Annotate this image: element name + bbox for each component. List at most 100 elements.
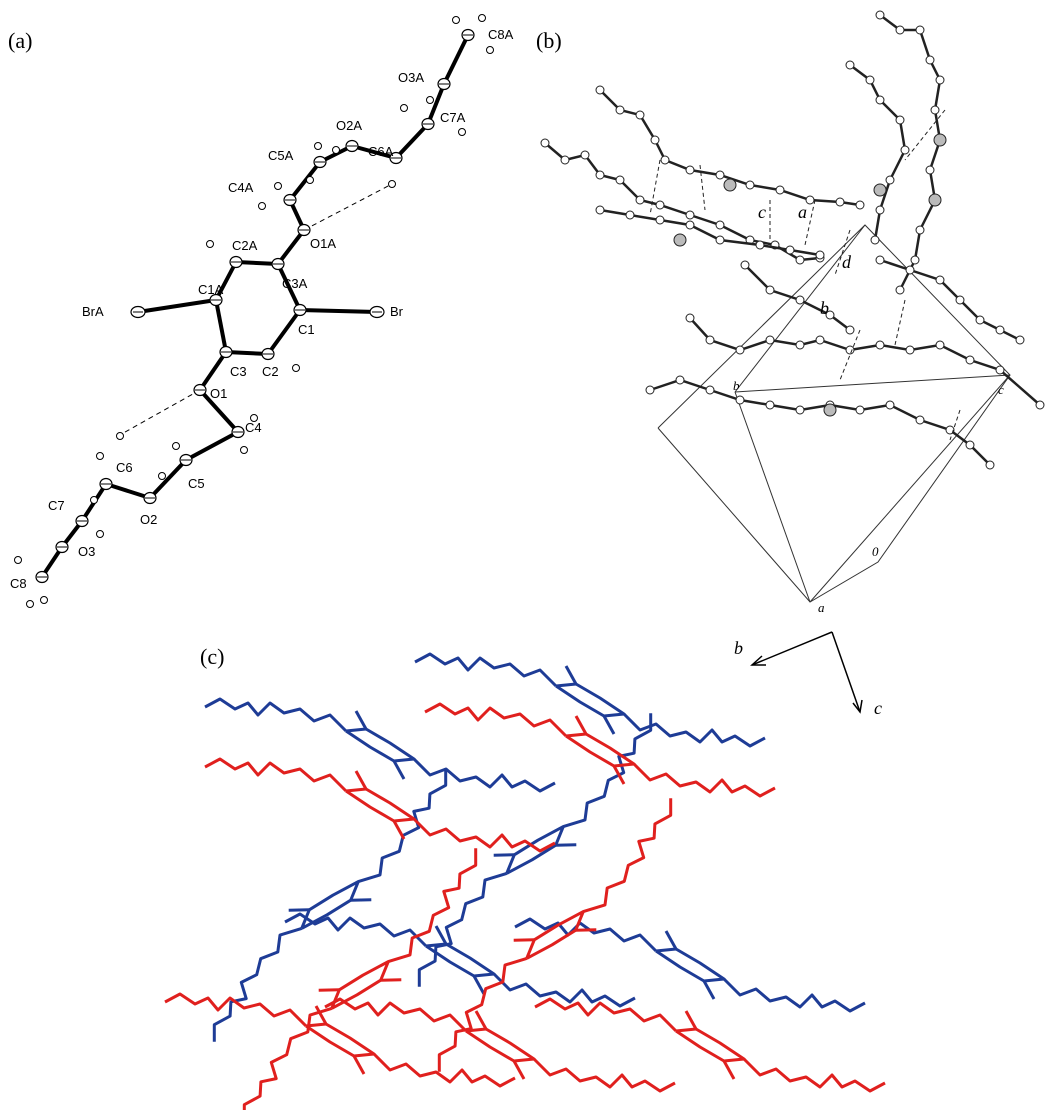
atom bbox=[871, 236, 879, 244]
ring bbox=[656, 949, 724, 981]
atom bbox=[596, 171, 604, 179]
bond bbox=[278, 230, 304, 264]
atom bbox=[836, 198, 844, 206]
chain bbox=[374, 1054, 515, 1086]
ring bbox=[306, 1024, 374, 1056]
cell-axis-label: b bbox=[733, 378, 740, 393]
chain bbox=[415, 654, 556, 686]
bromine bbox=[394, 821, 404, 839]
bond bbox=[216, 300, 226, 352]
bromine bbox=[704, 981, 714, 999]
chain bbox=[414, 819, 555, 851]
h-bond bbox=[304, 184, 392, 230]
atom-label: C2A bbox=[232, 238, 258, 253]
bromine bbox=[436, 926, 446, 944]
cell-axis-label: c bbox=[998, 382, 1004, 397]
atom-label: C5 bbox=[188, 476, 205, 491]
atom bbox=[596, 86, 604, 94]
packing-c: bc bbox=[165, 632, 885, 1110]
hydrogen bbox=[307, 177, 314, 184]
atom bbox=[716, 236, 724, 244]
atom-label: C1A bbox=[198, 282, 224, 297]
molecule bbox=[415, 654, 765, 746]
atom bbox=[746, 181, 754, 189]
atom bbox=[846, 326, 854, 334]
molecule bbox=[244, 848, 475, 1110]
atom-label: C1 bbox=[298, 322, 315, 337]
atom bbox=[996, 326, 1004, 334]
h-bond bbox=[118, 390, 200, 436]
hydrogen bbox=[333, 147, 340, 154]
atom bbox=[816, 336, 824, 344]
bond bbox=[150, 460, 186, 498]
chain bbox=[414, 759, 555, 791]
bromine bbox=[666, 931, 676, 949]
molecule bbox=[425, 704, 775, 796]
molecule bbox=[515, 919, 865, 1011]
atom-label: O3 bbox=[78, 544, 95, 559]
atom bbox=[886, 401, 894, 409]
atom bbox=[541, 139, 549, 147]
molecule bbox=[214, 768, 445, 1041]
atom bbox=[876, 206, 884, 214]
bond bbox=[444, 35, 468, 84]
atom bbox=[561, 156, 569, 164]
bond bbox=[106, 484, 150, 498]
axis-label: b bbox=[734, 638, 743, 658]
panel-label: (a) bbox=[8, 28, 32, 53]
ring bbox=[346, 729, 414, 761]
contact bbox=[895, 300, 905, 345]
bromine bbox=[934, 134, 946, 146]
atom bbox=[956, 296, 964, 304]
bromine bbox=[674, 234, 686, 246]
atom-label: C4A bbox=[228, 180, 254, 195]
ring bbox=[556, 684, 624, 716]
atom bbox=[616, 106, 624, 114]
atom bbox=[916, 226, 924, 234]
bond bbox=[200, 352, 226, 390]
atom bbox=[776, 186, 784, 194]
atom-label: C2 bbox=[262, 364, 279, 379]
chain bbox=[650, 380, 990, 465]
contact-label: a bbox=[798, 202, 807, 222]
atom bbox=[766, 401, 774, 409]
chain bbox=[850, 65, 905, 240]
atom bbox=[876, 11, 884, 19]
molecule bbox=[535, 999, 885, 1091]
atom-label: C7A bbox=[440, 110, 466, 125]
atom bbox=[706, 336, 714, 344]
atom bbox=[876, 341, 884, 349]
chain bbox=[515, 919, 656, 951]
atom bbox=[796, 341, 804, 349]
hydrogen bbox=[487, 47, 494, 54]
atom-label: C8A bbox=[488, 27, 514, 42]
molecule bbox=[325, 999, 675, 1091]
atom bbox=[896, 116, 904, 124]
atom bbox=[686, 314, 694, 322]
atom bbox=[896, 26, 904, 34]
panel-label: (b) bbox=[536, 28, 562, 53]
atom bbox=[911, 256, 919, 264]
bromine bbox=[354, 1056, 364, 1074]
hydrogen bbox=[427, 97, 434, 104]
atom bbox=[716, 221, 724, 229]
chain bbox=[205, 759, 346, 791]
ring bbox=[466, 1029, 534, 1061]
atom bbox=[846, 61, 854, 69]
atom bbox=[906, 346, 914, 354]
atom-label: O2A bbox=[336, 118, 362, 133]
hydrogen bbox=[207, 241, 214, 248]
atom bbox=[916, 26, 924, 34]
hydrogen bbox=[389, 181, 396, 188]
atom bbox=[901, 146, 909, 154]
hydrogen bbox=[293, 365, 300, 372]
molecule-a: C8AO3AC7AO2AC6AC5AC4AO1AC2AC3AC1ABrAC1Br… bbox=[10, 15, 514, 608]
chain bbox=[358, 768, 445, 881]
ring bbox=[527, 912, 584, 959]
atom bbox=[786, 246, 794, 254]
bond bbox=[396, 124, 428, 158]
atom bbox=[581, 151, 589, 159]
hydrogen bbox=[91, 497, 98, 504]
atom bbox=[686, 221, 694, 229]
atom-label: C7 bbox=[48, 498, 65, 513]
